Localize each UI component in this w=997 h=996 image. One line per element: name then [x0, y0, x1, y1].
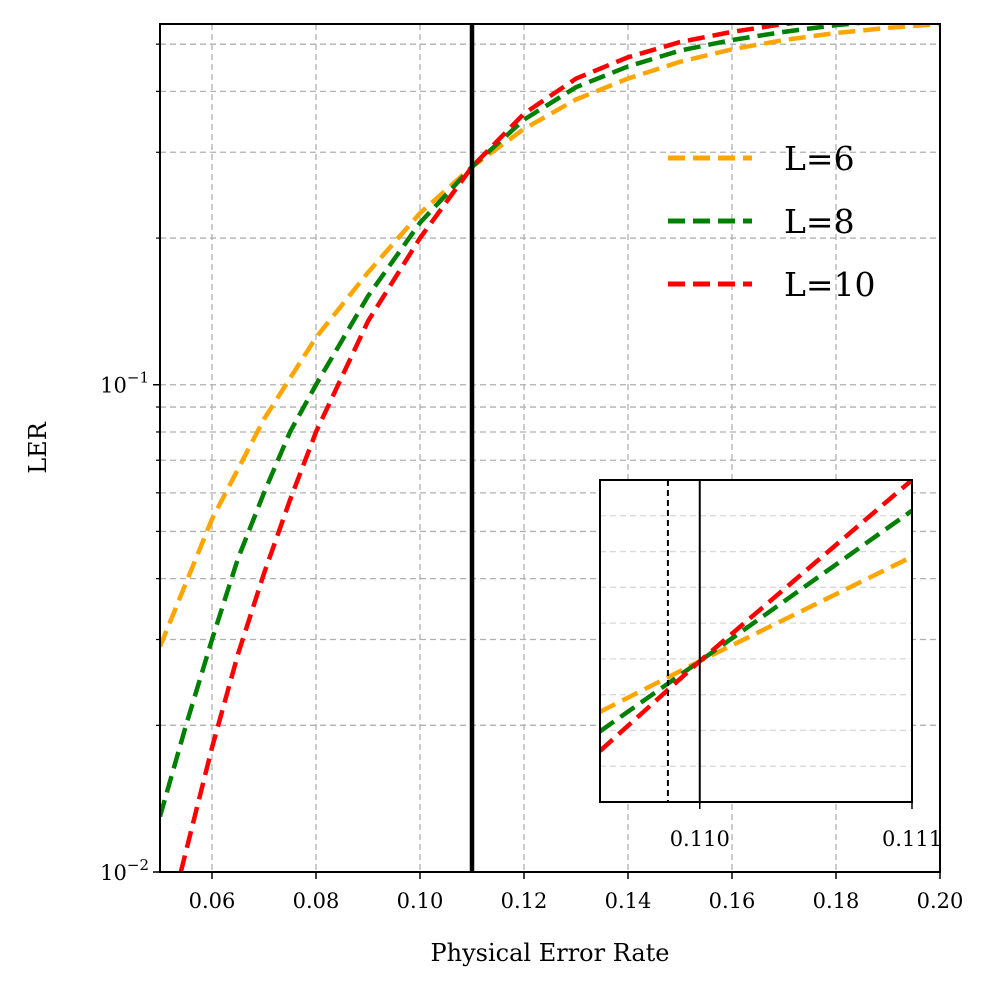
main-ticks: 0.06 0.08 0.10 0.12 0.14 0.16 0.18 0.20 10−1 10−2 [100, 43, 964, 913]
x-tick-label: 0.06 [189, 889, 236, 913]
x-tick-label: 0.12 [501, 889, 548, 913]
inset-ticks: 0.110 0.111 [670, 802, 942, 851]
legend-label: L=6 [784, 139, 855, 178]
x-tick-label: 0.20 [917, 889, 964, 913]
inset-vertical-lines [666, 480, 701, 802]
legend-label: L=8 [784, 202, 855, 241]
inset-frame [599, 479, 913, 803]
inset-background [600, 480, 912, 802]
y-tick-label: 10−1 [100, 369, 149, 398]
x-tick-label: 0.16 [709, 889, 756, 913]
x-tick-label: 0.14 [605, 889, 652, 913]
x-tick-label: 0.08 [293, 889, 340, 913]
inset-series-line-l8 [600, 508, 912, 734]
inset-x-tick-label: 0.110 [670, 827, 730, 851]
y-axis-title: LER [24, 421, 52, 473]
series-line-l10 [178, 24, 805, 872]
y-tick-label: 10−2 [100, 856, 149, 885]
plot-frame [159, 23, 941, 873]
x-tick-label: 0.10 [397, 889, 444, 913]
x-tick-label: 0.18 [813, 889, 860, 913]
inset-x-tick-label: 0.111 [882, 827, 942, 851]
legend-label: L=10 [784, 265, 876, 304]
x-axis-title: Physical Error Rate [430, 939, 669, 967]
inset-chart: 0.110 0.111 [599, 479, 942, 851]
legend: L=6 L=8 L=10 [668, 139, 876, 304]
